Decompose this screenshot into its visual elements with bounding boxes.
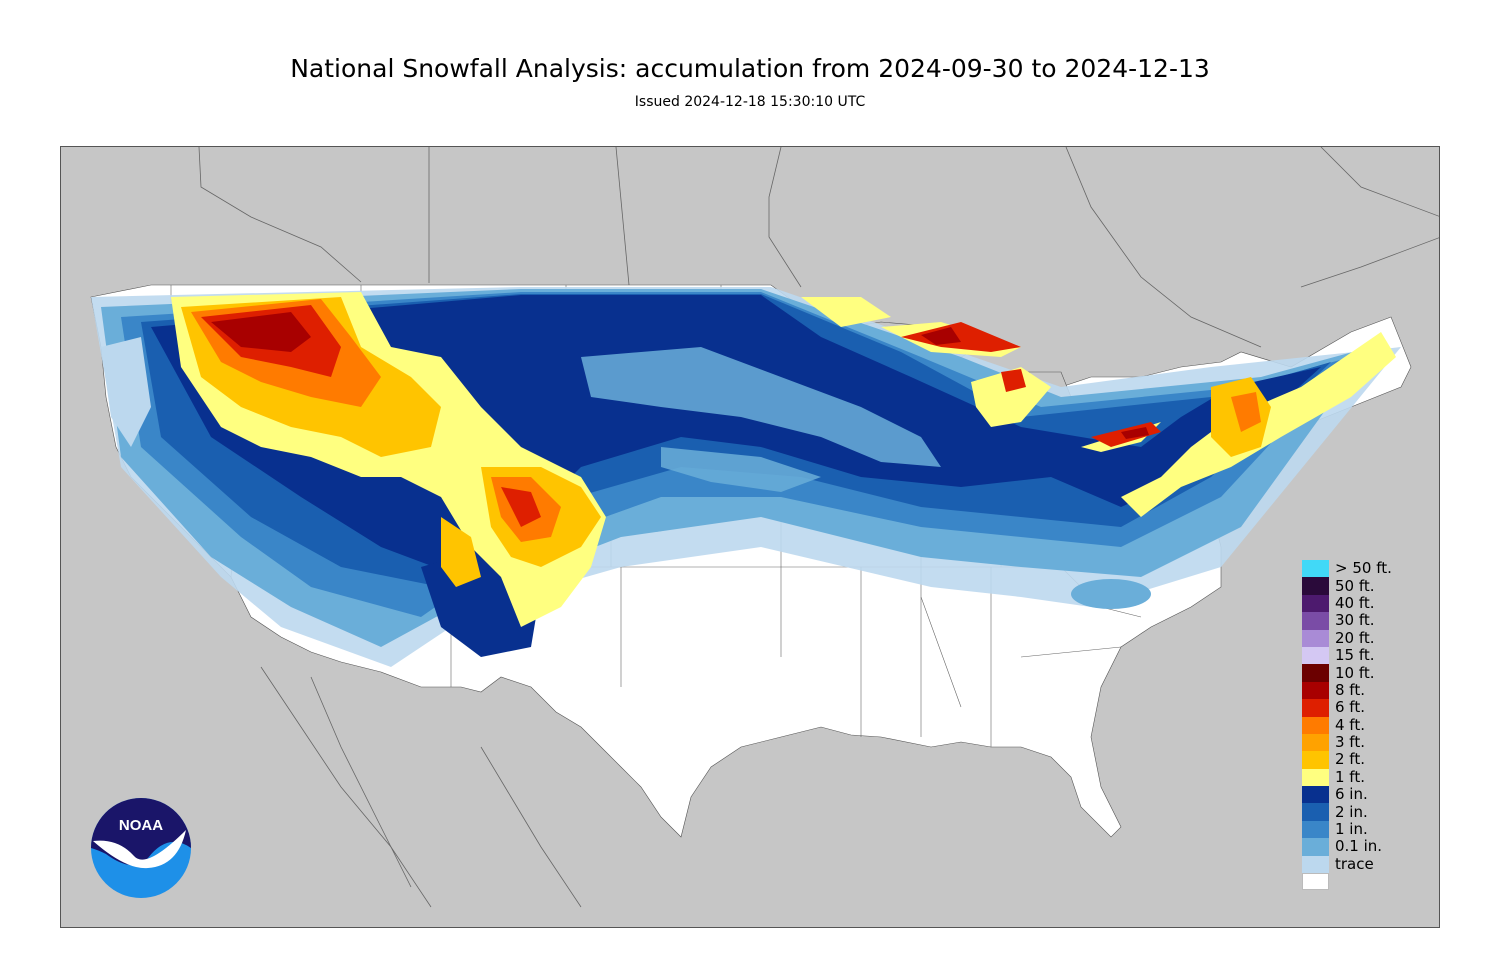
legend-swatch	[1302, 768, 1329, 787]
legend-item: 10 ft.	[1302, 663, 1422, 682]
legend-swatch	[1302, 855, 1329, 874]
legend-swatch	[1302, 751, 1329, 769]
legend-swatch	[1302, 577, 1329, 595]
legend-item: 2 in.	[1302, 802, 1422, 821]
legend-item	[1302, 873, 1422, 891]
snow-coast-trace	[101, 337, 151, 447]
legend-swatch	[1302, 733, 1329, 752]
legend-item: 6 ft.	[1302, 698, 1422, 717]
map-canvas	[90, 147, 1439, 908]
legend-label: 30 ft.	[1335, 611, 1375, 630]
legend-item: 3 ft.	[1302, 733, 1422, 752]
noaa-logo: NOAA	[91, 798, 191, 898]
legend-label: 2 ft.	[1335, 750, 1365, 769]
legend-label: 4 ft.	[1335, 715, 1365, 734]
legend-label: 10 ft.	[1335, 663, 1375, 682]
legend-swatch	[1302, 594, 1329, 613]
map-title: National Snowfall Analysis: accumulation…	[290, 54, 1210, 83]
legend-swatch	[1302, 612, 1329, 630]
legend-item: 20 ft.	[1302, 628, 1422, 647]
legend-swatch	[1302, 681, 1329, 700]
legend-label: 3 ft.	[1335, 733, 1365, 752]
legend-swatch	[1302, 786, 1329, 804]
legend-item: 2 ft.	[1302, 750, 1422, 769]
legend-swatch	[1302, 820, 1329, 839]
legend-item: > 50 ft.	[1302, 559, 1422, 578]
legend-swatch	[1302, 803, 1329, 821]
legend-swatch	[1302, 699, 1329, 717]
legend-swatch	[1302, 629, 1329, 647]
legend-label: 50 ft.	[1335, 576, 1375, 595]
legend-label: 1 in.	[1335, 820, 1368, 839]
snow-8ft	[211, 312, 1149, 439]
legend-label: 40 ft.	[1335, 593, 1375, 612]
legend-label: 15 ft.	[1335, 646, 1375, 665]
legend-item: 15 ft.	[1302, 646, 1422, 665]
legend-item: 30 ft.	[1302, 611, 1422, 630]
noaa-logo-gull	[93, 830, 186, 869]
legend-label: 20 ft.	[1335, 628, 1375, 647]
legend-label: > 50 ft.	[1335, 559, 1392, 578]
noaa-logo-text: NOAA	[119, 817, 163, 834]
legend-label: 2 in.	[1335, 802, 1368, 821]
legend-swatch	[1302, 646, 1329, 665]
legend-item: 8 ft.	[1302, 680, 1422, 700]
legend-label: 8 ft.	[1335, 680, 1365, 699]
legend-item: trace	[1302, 854, 1422, 874]
map-legend: > 50 ft. 50 ft. 40 ft. 30 ft. 20 ft. 15 ft. 10…	[1302, 559, 1422, 891]
legend-label: 6 in.	[1335, 785, 1368, 804]
legend-swatch	[1302, 664, 1329, 682]
legend-item: 1 ft.	[1302, 767, 1422, 787]
legend-swatch	[1302, 560, 1329, 578]
legend-label: 1 ft.	[1335, 767, 1365, 786]
legend-item: 6 in.	[1302, 785, 1422, 804]
mexico-boundaries	[260, 666, 582, 908]
legend-label: 6 ft.	[1335, 698, 1365, 717]
snow-midwest-light	[581, 347, 941, 492]
legend-item: 50 ft.	[1302, 576, 1422, 595]
legend-item: 0.1 in.	[1302, 837, 1422, 856]
legend-label: trace	[1335, 854, 1374, 873]
snowfall-map	[60, 146, 1440, 928]
legend-swatch	[1302, 838, 1329, 856]
province-boundaries	[198, 147, 1439, 348]
legend-item: 40 ft.	[1302, 593, 1422, 613]
legend-swatch	[1302, 873, 1329, 891]
legend-item: 4 ft.	[1302, 715, 1422, 734]
legend-label: 0.1 in.	[1335, 837, 1383, 856]
legend-swatch	[1302, 716, 1329, 734]
legend-item: 1 in.	[1302, 820, 1422, 839]
issued-timestamp: Issued 2024-12-18 15:30:10 UTC	[634, 94, 866, 110]
